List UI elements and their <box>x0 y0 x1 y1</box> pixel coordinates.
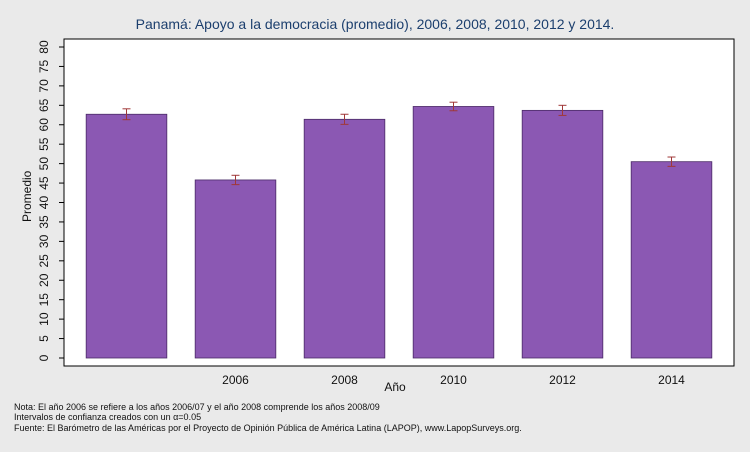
bar <box>194 179 277 359</box>
y-axis: 0 5 10 15 20 25 30 35 40 45 50 55 60 65 70 75 80 <box>37 40 64 361</box>
chart-title: Panamá: Apoyo a la democracia (promedio)… <box>135 16 615 32</box>
bar <box>521 109 604 359</box>
x-tick-label: 2010 <box>440 373 467 387</box>
y-tick-label: 25 <box>37 254 51 268</box>
y-tick-label: 45 <box>37 176 51 190</box>
bars <box>85 106 713 359</box>
bar <box>412 106 495 359</box>
x-tick-label: 2006 <box>222 373 249 387</box>
y-tick-label: 0 <box>37 354 51 361</box>
y-tick-label: 20 <box>37 273 51 287</box>
bar <box>303 118 386 359</box>
y-tick-label: 35 <box>37 215 51 229</box>
x-tick-label: 2008 <box>331 373 358 387</box>
bar <box>630 161 713 359</box>
error-bars <box>122 101 676 186</box>
y-tick-label: 80 <box>37 40 51 54</box>
note-line-2: Intervalos de confianza creados con un α… <box>14 412 202 422</box>
y-tick-label: 15 <box>37 293 51 307</box>
x-tick-label: 2012 <box>549 373 576 387</box>
y-tick-label: 65 <box>37 98 51 112</box>
y-tick-label: 75 <box>37 59 51 73</box>
y-tick-label: 40 <box>37 196 51 210</box>
y-tick-label: 55 <box>37 137 51 151</box>
source-line: Fuente: El Barómetro de las Américas por… <box>14 423 522 433</box>
bar <box>85 113 168 359</box>
y-tick-label: 10 <box>37 312 51 326</box>
x-axis: 2006 2008 2010 2012 2014 <box>222 373 685 387</box>
x-tick-label: 2014 <box>658 373 685 387</box>
note-line-1: Nota: El año 2006 se refiere a los años … <box>14 402 380 412</box>
y-tick-label: 70 <box>37 79 51 93</box>
y-tick-label: 60 <box>37 118 51 132</box>
y-tick-label: 50 <box>37 157 51 171</box>
y-tick-label: 5 <box>37 335 51 342</box>
plot-background <box>63 38 735 367</box>
x-axis-label: Año <box>384 380 406 394</box>
y-tick-label: 30 <box>37 234 51 248</box>
